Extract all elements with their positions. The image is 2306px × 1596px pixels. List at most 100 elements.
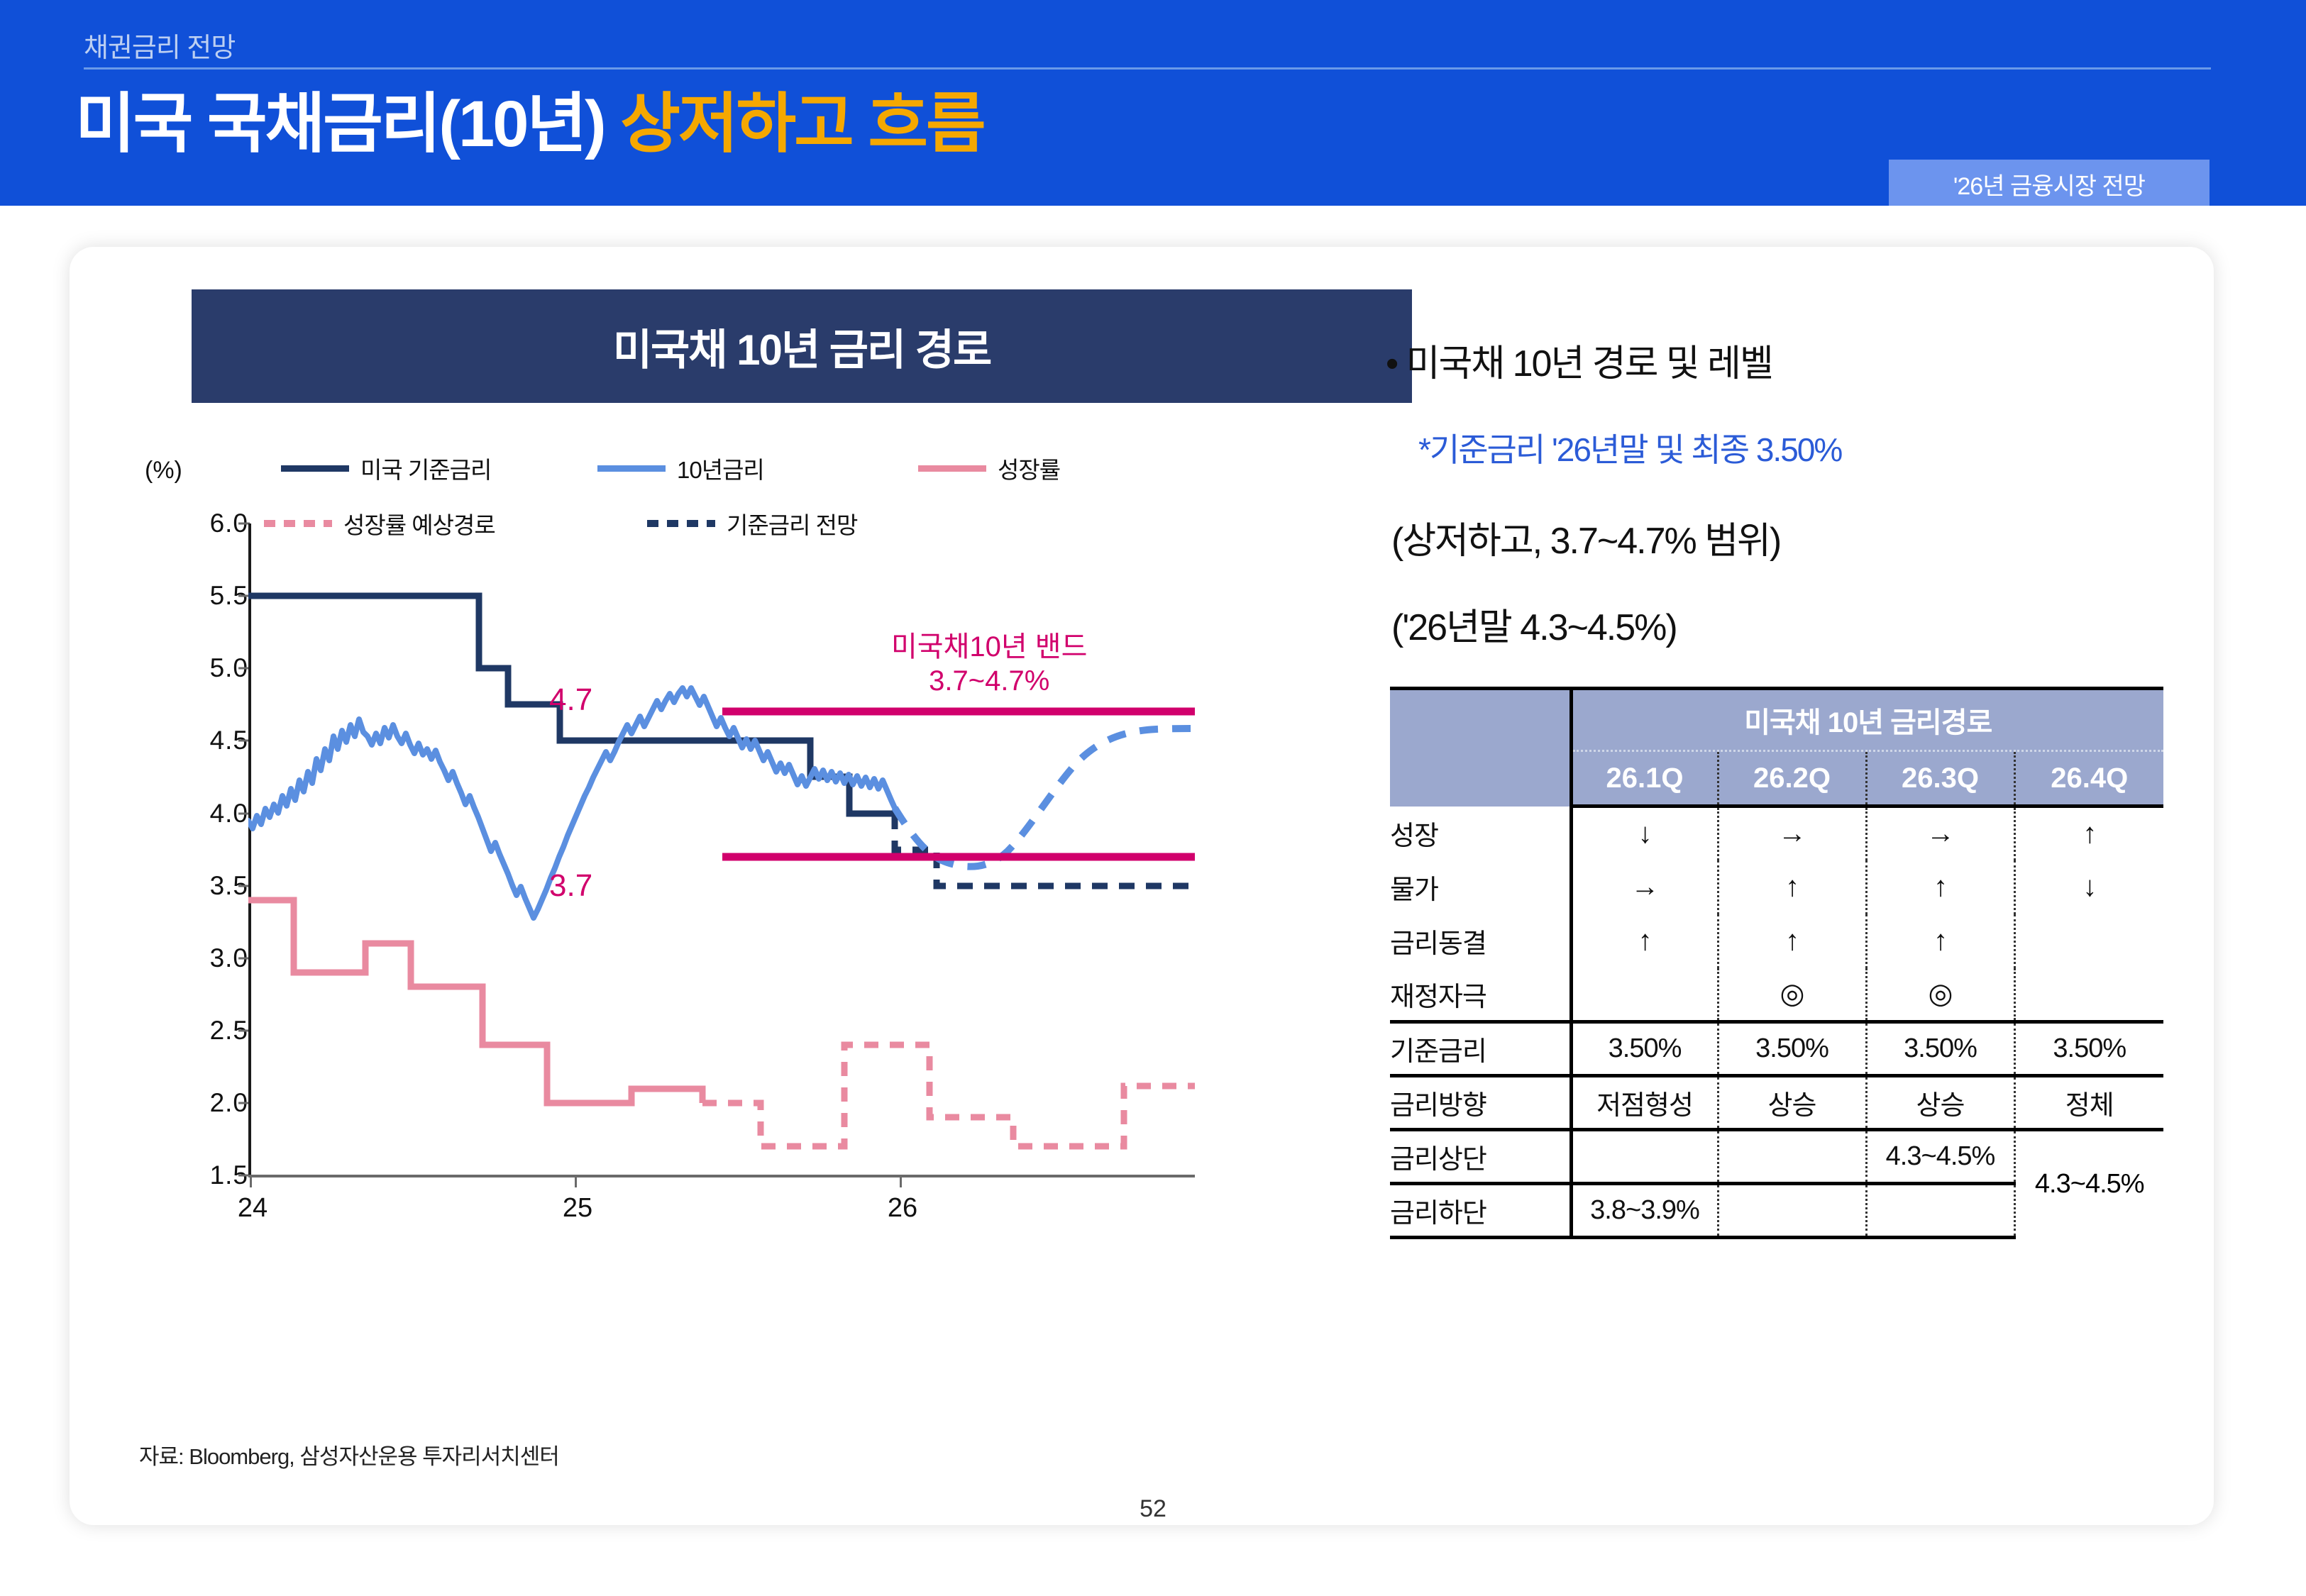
- cell-fiscal-q3: ◎: [1865, 968, 2014, 1024]
- cell-policy-rate-q1: 3.50%: [1569, 1021, 1718, 1077]
- legend-label-policy-forecast: 기준금리 전망: [727, 512, 858, 538]
- row-label-rate-upper: 금리상단: [1390, 1129, 1571, 1185]
- rate-path-table-wrapper: 미국채 10년 금리경로 26.1Q 26.2Q 26.3Q 26.4Q 성장: [1390, 687, 2163, 1239]
- x-axis-line: [248, 1175, 1195, 1177]
- cell-rate-upper-q2: [1716, 1129, 1866, 1185]
- chart-title-bar: 미국채 10년 금리 경로: [192, 289, 1412, 403]
- cell-policy-rate-q2: 3.50%: [1716, 1021, 1866, 1077]
- summary-bullet-3: (상저하고, 3.7~4.7% 범위): [1391, 521, 1782, 562]
- table-row: 금리동결 ↑ ↑ ↑: [1390, 914, 2163, 968]
- table-row: 금리하단 3.8~3.9%: [1390, 1183, 2163, 1239]
- page-title-primary: 미국 국채금리(10년): [75, 88, 621, 160]
- chart-panel: 미국채 10년 금리 경로 (%) 미국 기준금리 10년금리 성장률: [123, 289, 1412, 1481]
- cell-rate-direction-q3: 상승: [1865, 1075, 2014, 1131]
- table-row: 재정자극 ◎ ◎: [1390, 968, 2163, 1024]
- legend-item-10y-yield: 10년금리: [597, 451, 765, 485]
- section-badge: '26년 금융시장 전망: [1889, 160, 2210, 208]
- row-label-fiscal-stimulus: 재정자극: [1390, 968, 1571, 1024]
- cell-rate-lower-q2: [1716, 1183, 1866, 1239]
- legend-label-growth-forecast: 성장률 예상경로: [343, 512, 496, 538]
- x-tick-24: 24: [237, 1193, 268, 1223]
- cell-inflation-q4: ↓: [2013, 860, 2163, 914]
- cell-fiscal-q1: [1569, 968, 1718, 1024]
- cell-rate-upper-q1: [1569, 1129, 1718, 1185]
- cell-rate-range-q4-merged: 4.3~4.5%: [2013, 1129, 2163, 1238]
- row-label-growth: 성장: [1390, 821, 1439, 851]
- cell-rate-hold-q1: ↑: [1569, 914, 1718, 968]
- table-header-row-title: 미국채 10년 금리경로: [1390, 687, 2163, 807]
- chart-series-svg: [248, 592, 1195, 1150]
- cell-fiscal-q2: ◎: [1716, 968, 1866, 1024]
- cell-rate-direction-q1: 저점형성: [1569, 1075, 1718, 1131]
- table-row: 성장 ↓ → → ↑: [1390, 806, 2163, 860]
- cell-policy-rate-q4: 3.50%: [2013, 1021, 2163, 1077]
- series-growth: [248, 897, 706, 1107]
- cell-growth-q2: →: [1716, 806, 1866, 860]
- page-title-accent: 상저하고 흐름: [620, 88, 986, 160]
- cell-rate-lower-q1: 3.8~3.9%: [1569, 1183, 1718, 1239]
- page-header: 채권금리 전망 미국 국채금리(10년) 상저하고 흐름 '26년 금융시장 전…: [0, 0, 2306, 208]
- page-body: 미국채 10년 금리 경로 (%) 미국 기준금리 10년금리 성장률: [0, 206, 2306, 1596]
- series-policy-rate-forecast: [891, 814, 1195, 890]
- header-eyebrow: 채권금리 전망: [84, 33, 236, 63]
- page-title: 미국 국채금리(10년) 상저하고 흐름: [75, 88, 986, 160]
- legend-label-10y-yield: 10년금리: [677, 457, 765, 483]
- chart-plot-area: 6.0 5.5 5.0 4.5 4.0 3.5 3.0 2.5 2.0 1.5: [123, 509, 1323, 1403]
- page-number: 52: [1140, 1495, 1166, 1522]
- legend-swatch-policy-forecast: [647, 520, 715, 527]
- x-tick-26: 26: [887, 1193, 918, 1223]
- rate-path-table: 미국채 10년 금리경로 26.1Q 26.2Q 26.3Q 26.4Q 성장: [1390, 687, 2163, 1239]
- chart-source-note: 자료: Bloomberg, 삼성자산운용 투자리서치센터: [139, 1444, 560, 1469]
- x-tick-25: 25: [562, 1193, 593, 1223]
- cell-rate-hold-q4: [2013, 914, 2163, 968]
- cell-rate-hold-q3: ↑: [1865, 914, 2014, 968]
- row-label-policy-rate: 기준금리: [1390, 1021, 1571, 1077]
- table-col-26-1q: 26.1Q: [1569, 750, 1718, 808]
- legend-item-policy-rate: 미국 기준금리: [281, 451, 492, 485]
- table-row: 금리방향 저점형성 상승 상승 정체: [1390, 1075, 2163, 1131]
- table-corner-cell: [1390, 687, 1571, 807]
- band-annotation-line2: 3.7~4.7%: [929, 665, 1050, 697]
- cell-fiscal-q4: [2013, 968, 2163, 1024]
- chart-unit-label: (%): [145, 457, 182, 484]
- band-annotation: 미국채10년 밴드 3.7~4.7%: [891, 630, 1087, 698]
- row-label-rate-lower: 금리하단: [1390, 1183, 1571, 1239]
- table-header-row-quarters: 26.1Q 26.2Q 26.3Q 26.4Q: [1390, 750, 2163, 808]
- table-row: 기준금리 3.50% 3.50% 3.50% 3.50%: [1390, 1021, 2163, 1077]
- cell-rate-direction-q4: 정체: [2013, 1075, 2163, 1131]
- chart-title: 미국채 10년 금리 경로: [612, 326, 992, 374]
- chart-legend: 미국 기준금리 10년금리 성장률 성장률 예상경로 기준금리 전망: [209, 445, 1372, 538]
- legend-item-growth: 성장률: [918, 451, 1061, 485]
- cell-inflation-q3: ↑: [1865, 860, 2014, 914]
- cell-inflation-q1: →: [1569, 860, 1718, 914]
- table-col-26-2q: 26.2Q: [1716, 750, 1866, 808]
- table-col-26-4q: 26.4Q: [2013, 750, 2163, 808]
- series-10y-yield: [248, 685, 898, 921]
- y-axis-line: [248, 523, 251, 1176]
- row-label-rate-hold: 금리동결: [1390, 929, 1487, 959]
- legend-item-policy-forecast: 기준금리 전망: [647, 506, 858, 541]
- summary-panel: • 미국채 10년 경로 및 레벨 *기준금리 '26년말 및 최종 3.50%…: [1379, 321, 2173, 1526]
- cell-growth-q3: →: [1865, 806, 2014, 860]
- row-label-rate-direction: 금리방향: [1390, 1075, 1571, 1131]
- table-col-26-3q: 26.3Q: [1865, 750, 2014, 808]
- series-growth-forecast: [702, 1041, 1195, 1150]
- summary-bullet-4: ('26년말 4.3~4.5%): [1391, 607, 1678, 648]
- cell-rate-upper-q3: 4.3~4.5%: [1865, 1129, 2014, 1185]
- cell-growth-q4: ↑: [2013, 806, 2163, 860]
- content-card: 미국채 10년 금리 경로 (%) 미국 기준금리 10년금리 성장률: [70, 247, 2214, 1525]
- cell-growth-q1: ↓: [1569, 806, 1718, 860]
- band-lower-value: 3.7: [549, 868, 593, 903]
- table-row: 금리상단 4.3~4.5% 4.3~4.5%: [1390, 1129, 2163, 1238]
- cell-policy-rate-q3: 3.50%: [1865, 1021, 2014, 1077]
- summary-bullet-2: *기준금리 '26년말 및 최종 3.50%: [1418, 431, 1843, 468]
- band-annotation-line1: 미국채10년 밴드: [891, 631, 1088, 663]
- legend-swatch-10y-yield: [597, 465, 666, 472]
- legend-item-growth-forecast: 성장률 예상경로: [264, 506, 496, 541]
- cell-rate-direction-q2: 상승: [1716, 1075, 1866, 1131]
- header-divider: [84, 67, 2211, 70]
- legend-swatch-policy-rate: [281, 465, 349, 472]
- cell-rate-lower-q3: [1865, 1183, 2014, 1239]
- series-10y-yield-forecast: [891, 725, 1195, 870]
- cell-inflation-q2: ↑: [1716, 860, 1866, 914]
